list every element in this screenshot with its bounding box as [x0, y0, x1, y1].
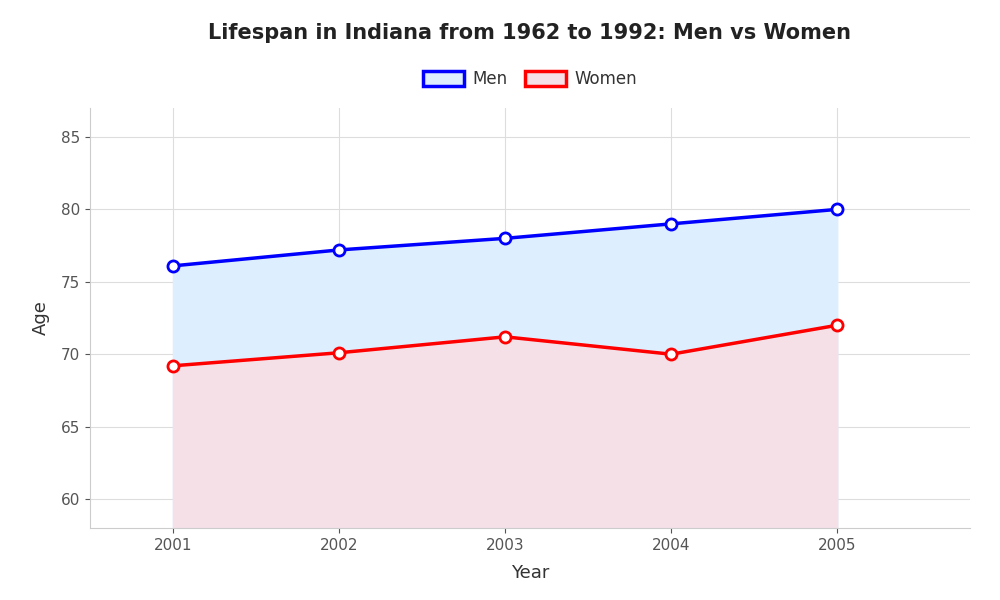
X-axis label: Year: Year — [511, 564, 549, 582]
Y-axis label: Age: Age — [32, 301, 50, 335]
Legend: Men, Women: Men, Women — [414, 62, 646, 97]
Title: Lifespan in Indiana from 1962 to 1992: Men vs Women: Lifespan in Indiana from 1962 to 1992: M… — [208, 23, 852, 43]
